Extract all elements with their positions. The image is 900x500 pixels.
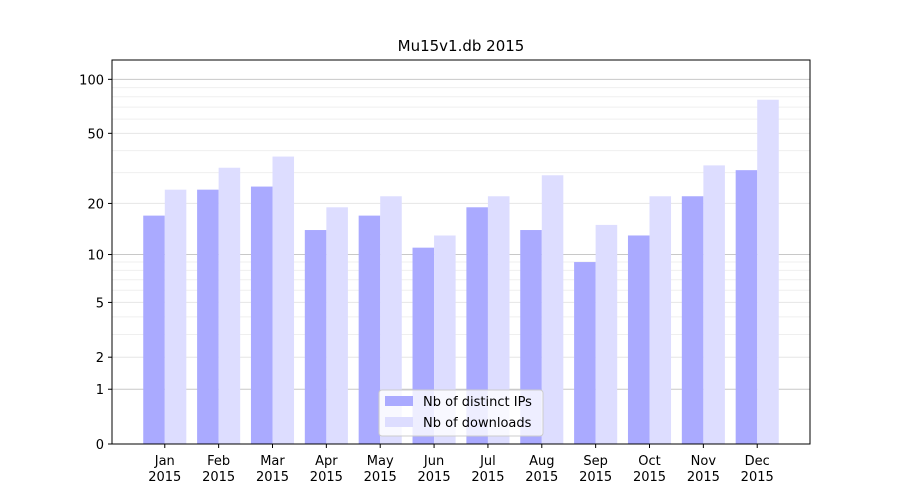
x-tick-label: Dec 2015 [741,454,774,485]
legend-swatch [385,396,413,406]
x-tick-label: May 2015 [364,454,397,485]
y-tick-label: 100 [79,73,104,88]
x-tick-label: Nov 2015 [687,454,720,485]
x-tick-label: Sep 2015 [579,454,612,485]
x-tick-label: Jan 2015 [148,454,181,485]
x-tick-label: Oct 2015 [633,454,666,485]
bar [358,215,381,444]
y-tick-label: 5 [96,296,104,311]
y-tick-label: 0 [96,438,104,453]
bar [627,235,650,444]
y-tick-label: 1 [96,383,104,398]
bar [380,196,402,444]
bar [304,230,327,444]
y-tick-label: 2 [96,351,104,366]
legend-label: Nb of distinct IPs [423,395,532,410]
bar [487,196,510,444]
bar [143,215,165,444]
x-tick-label: Aug 2015 [525,454,558,485]
bar [735,170,758,444]
legend: Nb of distinct IPs Nb of downloads [378,389,544,437]
x-tick-label: Jun 2015 [418,454,451,485]
plot-frame [111,59,811,445]
bar [326,207,348,444]
legend-box [378,389,544,437]
x-tick-label: Feb 2015 [202,454,235,485]
bar [272,156,295,444]
y-tick-label: 50 [87,127,104,142]
bar [649,196,672,444]
bar [466,207,488,444]
bar [541,175,564,444]
bar [574,262,596,444]
x-tick-label: Mar 2015 [256,454,289,485]
bar [164,189,187,444]
bar [250,186,273,444]
bar [681,196,704,444]
bar [197,189,219,444]
bar [757,99,779,444]
bar [595,224,618,444]
x-tick-label: Jul 2015 [471,454,504,485]
legend-label: Nb of downloads [423,416,532,431]
y-tick-label: 10 [87,249,104,264]
legend-swatch [385,417,413,427]
bar [218,167,241,444]
bar [703,165,725,444]
y-tick-label: 20 [87,197,104,212]
x-tick-label: Apr 2015 [310,454,343,485]
chart-title: Mu15v1.db 2015 [398,37,525,55]
